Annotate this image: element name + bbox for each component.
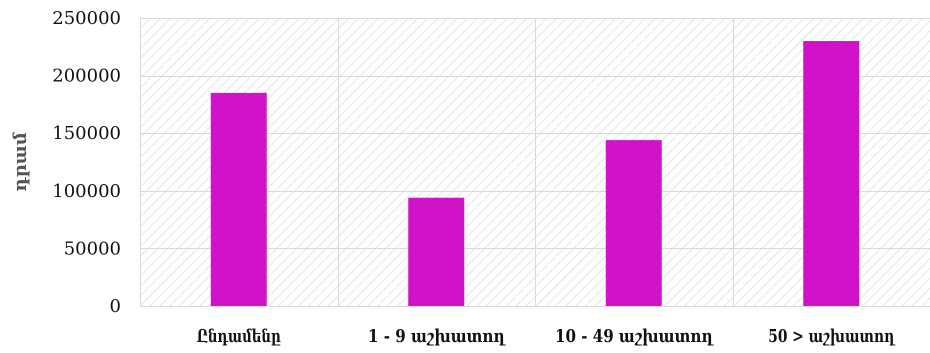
y-tick-label: 100000 [52,181,121,202]
bar [605,140,662,306]
y-tick-label: 200000 [52,66,121,87]
gridlines [140,18,930,307]
x-category-label: 10 - 49 աշխատող [555,326,714,347]
x-category-label: 1 - 9 աշխատող [368,326,506,347]
x-category-label: 50 > աշխատող [768,326,895,347]
y-tick-label: 0 [110,296,121,317]
y-axis-title: դրամ [10,132,31,191]
bar [210,92,267,306]
y-axis-tick-labels: 0 50000 100000 150000 200000 250000 [52,8,121,317]
bar [803,41,860,306]
x-category-label: Ընդամենը [197,326,281,347]
x-axis-category-labels: Ընդամենը 1 - 9 աշխատող 10 - 49 աշխատող 50 >… [197,326,896,347]
y-tick-label: 150000 [52,123,121,144]
bar [408,197,465,306]
y-tick-label: 250000 [52,8,121,29]
bars-group [210,41,860,306]
y-tick-label: 50000 [64,238,121,259]
